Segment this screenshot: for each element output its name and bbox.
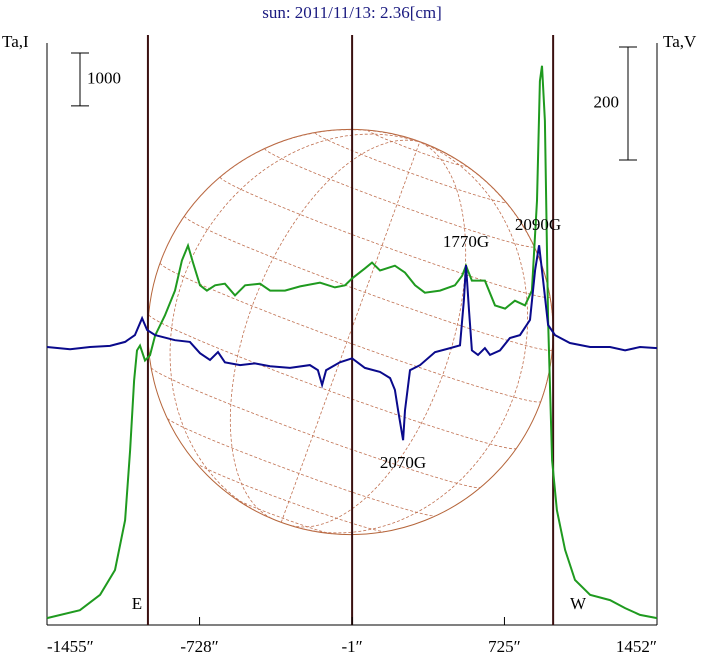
disk-grid-line — [150, 367, 481, 489]
disk-grid-line — [314, 132, 506, 203]
disk-grid-line — [159, 129, 420, 263]
annotation: W — [570, 594, 587, 613]
x-tick-label: 1452″ — [616, 637, 657, 656]
y2-axis-label: Ta,V — [663, 32, 697, 51]
data-line — [46, 245, 658, 441]
disk-grid-line — [264, 147, 535, 248]
annotation: 1770G — [443, 232, 489, 251]
disk-grid-line — [419, 141, 425, 144]
scale-bar-label: 1000 — [87, 68, 121, 87]
y-axis-label: Ta,I — [2, 32, 29, 51]
disk-grid-line — [291, 141, 467, 528]
scale-bar-label: 200 — [594, 92, 620, 111]
disk-grid-line — [367, 129, 467, 167]
disk-grid-line — [235, 498, 332, 535]
x-tick-label: -1″ — [341, 637, 362, 656]
disk-grid-line — [169, 133, 420, 516]
disk-grid-line — [184, 215, 553, 351]
annotation: 2070G — [380, 453, 426, 472]
disk-grid-line — [167, 418, 436, 517]
annotation: 2090G — [515, 215, 561, 234]
x-tick-label: -1455″ — [47, 637, 94, 656]
disk-grid-line — [419, 141, 429, 146]
annotation: E — [132, 594, 142, 613]
solar-disk-grid — [147, 128, 554, 536]
x-tick-label: 725″ — [488, 637, 521, 656]
chart-title: sun: 2011/11/13: 2.36[cm] — [262, 3, 442, 22]
disk-grid-line — [298, 141, 528, 534]
disk-grid-line — [229, 139, 420, 519]
x-tick-label: -728″ — [180, 637, 218, 656]
disk-grid-line — [219, 176, 551, 299]
disk-grid-line — [148, 314, 517, 450]
disk-grid-line — [195, 462, 386, 532]
data-line — [46, 65, 658, 620]
disk-grid-line — [280, 141, 421, 523]
